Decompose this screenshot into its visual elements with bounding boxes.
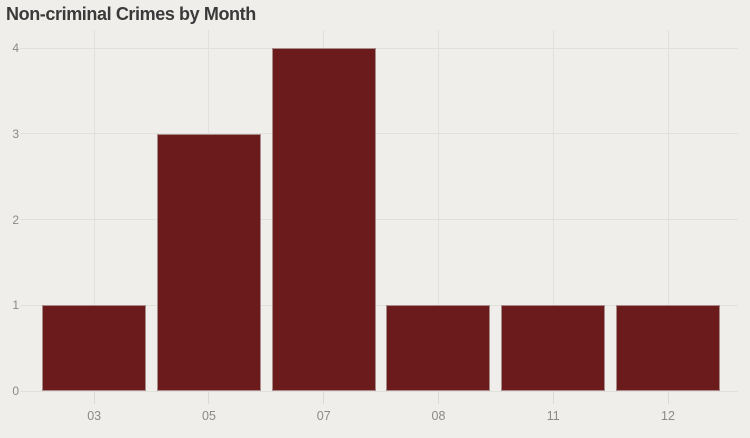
x-tick-mark <box>552 392 554 404</box>
bar <box>386 305 491 391</box>
x-tick-label: 05 <box>202 409 216 423</box>
h-gridline <box>20 304 738 306</box>
x-tick-mark <box>208 392 210 404</box>
chart-title: Non-criminal Crimes by Month <box>6 4 256 24</box>
x-tick-mark <box>437 392 439 404</box>
v-gridline <box>93 30 95 391</box>
y-tick-label: 0 <box>12 384 19 398</box>
h-gridline <box>20 390 738 392</box>
x-tick-label: 07 <box>316 409 331 423</box>
y-tick-label: 2 <box>12 212 19 227</box>
v-gridline <box>437 30 439 391</box>
bar <box>501 305 606 391</box>
v-gridline <box>667 30 669 391</box>
bar <box>616 305 720 391</box>
y-tick-label: 1 <box>12 298 19 313</box>
bar <box>271 48 376 391</box>
y-tick-label: 4 <box>12 41 19 55</box>
h-gridline <box>20 133 738 135</box>
y-tick-label: 3 <box>12 126 19 141</box>
h-gridline <box>20 47 738 49</box>
bar <box>156 133 261 391</box>
x-tick-label: 12 <box>661 409 675 423</box>
x-tick-mark <box>667 392 669 404</box>
bar <box>42 305 147 391</box>
x-tick-label: 11 <box>546 409 560 423</box>
x-tick-mark <box>93 392 95 404</box>
v-gridline <box>552 30 554 391</box>
h-gridline <box>20 219 738 220</box>
x-tick-mark <box>323 392 325 404</box>
x-tick-label: 03 <box>87 409 102 423</box>
x-tick-label: 08 <box>431 409 446 423</box>
